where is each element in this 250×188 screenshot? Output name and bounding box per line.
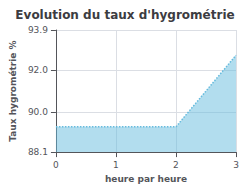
svg-text:90.0: 90.0 xyxy=(28,107,48,117)
svg-text:Evolution du taux d'hygrométri: Evolution du taux d'hygrométrie xyxy=(15,8,234,22)
svg-text:0: 0 xyxy=(53,160,59,170)
svg-text:3: 3 xyxy=(233,160,239,170)
svg-text:88.1: 88.1 xyxy=(28,147,48,157)
svg-text:1: 1 xyxy=(113,160,119,170)
svg-text:Taux hygrométrie %: Taux hygrométrie % xyxy=(8,40,18,141)
svg-text:93.9: 93.9 xyxy=(28,25,48,35)
svg-text:92.0: 92.0 xyxy=(28,65,48,75)
svg-text:heure par heure: heure par heure xyxy=(105,174,187,184)
svg-text:2: 2 xyxy=(173,160,179,170)
